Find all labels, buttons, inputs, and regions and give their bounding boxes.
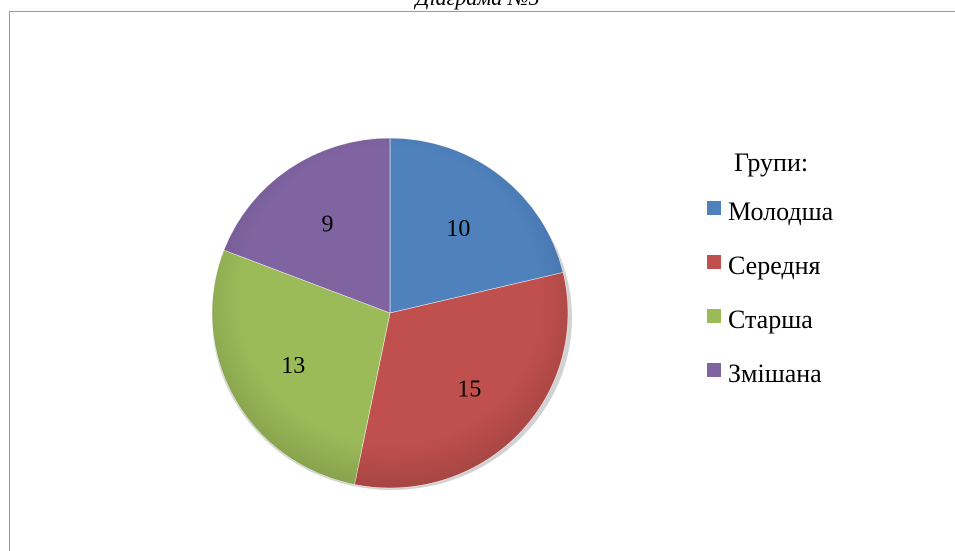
pie-slices [211,137,569,489]
slice-value-label-1: 10 [446,216,470,242]
chart-frame [9,11,955,551]
pie-labels: 10 15 13 9 [281,212,481,403]
legend-label-3: Старша [728,305,813,334]
chart-caption: Діаграма №5 [0,0,955,10]
legend-label-1: Молодша [728,197,834,226]
legend: Групи: Молодша Середня Старша Змішана [707,148,834,388]
pie-shading [212,138,568,488]
legend-label-2: Середня [728,251,821,280]
legend-swatch-1 [707,201,721,215]
slice-value-label-3: 13 [281,353,305,379]
legend-label-4: Змішана [728,359,822,388]
legend-title: Групи: [734,148,808,177]
legend-swatch-3 [707,309,721,323]
slice-value-label-4: 9 [322,212,334,238]
legend-swatch-4 [707,363,721,377]
legend-swatch-2 [707,255,721,269]
slice-value-label-2: 15 [457,376,481,402]
